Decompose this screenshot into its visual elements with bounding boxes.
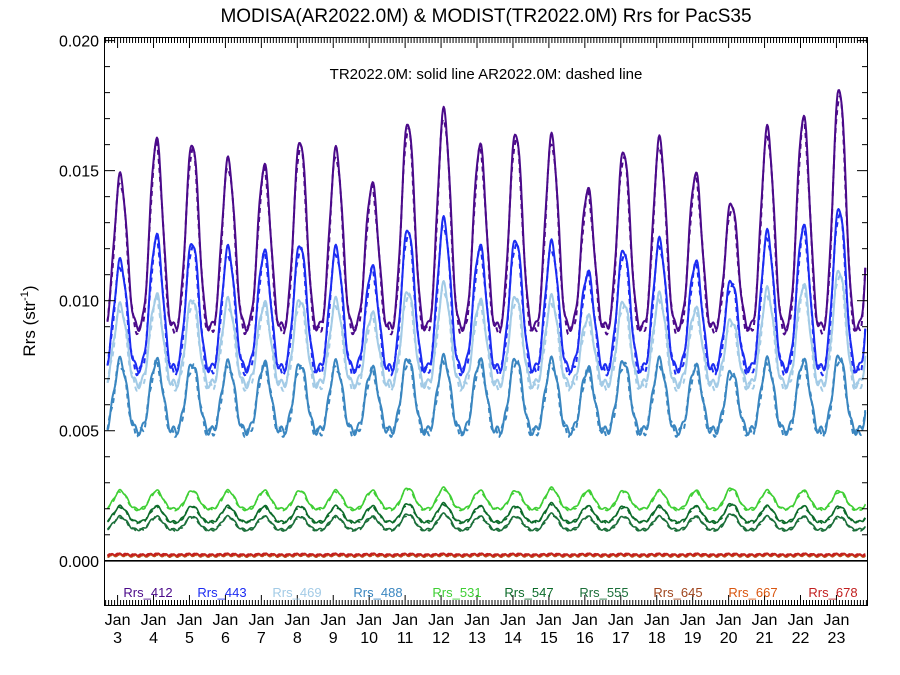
x-tick-label-year: 16 — [576, 630, 594, 647]
y-tick-label: 0.010 — [59, 294, 99, 311]
x-tick-label-year: 15 — [540, 630, 558, 647]
legend-label-rrs-667: Rrs_667 — [728, 585, 777, 600]
legend-label-rrs-555: Rrs_555 — [579, 585, 628, 600]
series-line-rrs-531-solid — [107, 486, 867, 511]
x-tick-label-month: Jan — [141, 612, 167, 629]
x-tick-label-month: Jan — [752, 612, 778, 629]
x-tick-label-year: 4 — [149, 630, 158, 647]
series-line-rrs-469-dashed — [106, 273, 867, 392]
x-tick-label-month: Jan — [105, 612, 131, 629]
legend-label-rrs-443: Rrs_443 — [197, 585, 246, 600]
annotation-line-styles: TR2022.0M: solid line AR2022.0M: dashed … — [330, 66, 643, 83]
x-tick-label-year: 21 — [756, 630, 774, 647]
legend-label-rrs-678: Rrs_678 — [808, 585, 857, 600]
x-tick-label-year: 11 — [397, 630, 414, 647]
x-tick-label-year: 7 — [257, 630, 266, 647]
x-tick-label-month: Jan — [248, 612, 274, 629]
legend-label-rrs-488: Rrs_488 — [353, 585, 402, 600]
x-tick-label-month: Jan — [788, 612, 814, 629]
chart-title: MODISA(AR2022.0M) & MODIST(TR2022.0M) Rr… — [220, 6, 751, 27]
x-tick-label-month: Jan — [572, 612, 598, 629]
x-tick-label-year: 3 — [113, 630, 122, 647]
legend-label-rrs-645: Rrs_645 — [653, 585, 702, 600]
x-tick-label-year: 13 — [468, 630, 486, 647]
x-tick-label-month: Jan — [428, 612, 454, 629]
y-axis-label-text: Rrs (str — [20, 301, 39, 357]
x-tick-label-month: Jan — [644, 612, 670, 629]
x-tick-label-month: Jan — [608, 612, 634, 629]
series-line-rrs-555-dashed — [106, 513, 866, 532]
series-line-rrs-678-dashed — [106, 552, 866, 557]
x-tick-label-year: 8 — [293, 630, 302, 647]
x-tick-label-month: Jan — [680, 612, 706, 629]
x-tick-label-month: Jan — [356, 612, 382, 629]
x-tick-label-month: Jan — [392, 612, 418, 629]
y-tick-label: 0.020 — [59, 34, 99, 51]
y-axis-label: Rrs (str-1) — [19, 285, 39, 356]
y-tick-label: 0.015 — [59, 164, 99, 181]
series-line-rrs-531-dashed — [106, 488, 866, 512]
x-tick-label-year: 20 — [720, 630, 738, 647]
y-axis-label-superscript: -1 — [19, 291, 31, 301]
x-tick-label-year: 23 — [828, 630, 846, 647]
x-tick-label-month: Jan — [284, 612, 310, 629]
x-tick-label-year: 9 — [329, 630, 338, 647]
x-tick-label-year: 12 — [432, 630, 450, 647]
x-tick-label-year: 22 — [792, 630, 810, 647]
legend-label-rrs-547: Rrs_547 — [504, 585, 553, 600]
x-tick-label-month: Jan — [320, 612, 346, 629]
x-tick-label-year: 18 — [648, 630, 666, 647]
x-tick-label-year: 5 — [185, 630, 194, 647]
x-tick-label-month: Jan — [464, 612, 490, 629]
x-tick-label-month: Jan — [824, 612, 850, 629]
plot-frame — [104, 37, 868, 606]
legend-label-rrs-531: Rrs_531 — [432, 585, 481, 600]
series-line-rrs-547-dashed — [106, 503, 866, 525]
x-tick-label-month: Jan — [213, 612, 239, 629]
x-tick-label-month: Jan — [536, 612, 562, 629]
x-tick-label-year: 14 — [504, 630, 522, 647]
series-line-rrs-488-dashed — [106, 357, 867, 438]
plot-series-group — [106, 89, 867, 558]
y-tick-label: 0.000 — [59, 554, 99, 571]
x-tick-label-year: 6 — [221, 630, 230, 647]
legend: Rrs_412 Rrs_443 Rrs_469 Rrs_488 Rrs_531 Rrs_5… — [123, 585, 857, 600]
x-tick-label-month: Jan — [500, 612, 526, 629]
x-tick-label-year: 10 — [360, 630, 378, 647]
legend-label-rrs-412: Rrs_412 — [123, 585, 172, 600]
y-axis: 0.000 0.005 0.010 0.015 0.020 — [59, 34, 867, 571]
x-tick-label-month: Jan — [716, 612, 742, 629]
y-axis-label-close: ) — [20, 285, 39, 291]
series-line-rrs-412-dashed — [106, 95, 867, 336]
x-axis: Jan3Jan4Jan5Jan6Jan7Jan8Jan9Jan10Jan11Ja… — [105, 38, 867, 647]
x-tick-label-year: 19 — [684, 630, 702, 647]
y-tick-label: 0.005 — [59, 424, 99, 441]
legend-label-rrs-469: Rrs_469 — [272, 585, 321, 600]
x-tick-label-year: 17 — [612, 630, 630, 647]
x-tick-label-month: Jan — [177, 612, 203, 629]
